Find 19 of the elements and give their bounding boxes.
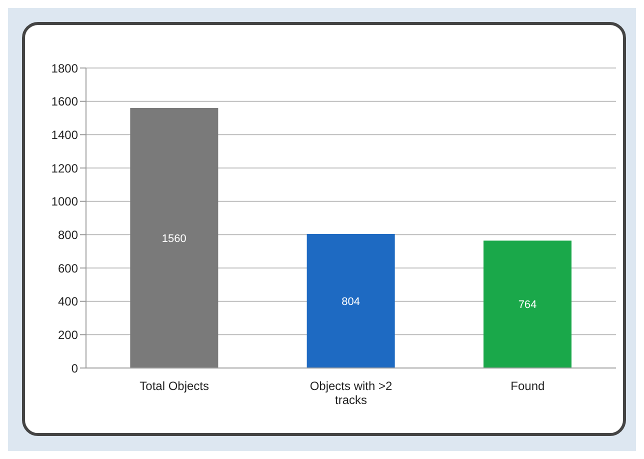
data-label: 764 (518, 299, 537, 312)
bar (306, 234, 395, 368)
y-tick-label: 200 (58, 328, 78, 342)
y-tick-label: 400 (58, 294, 78, 309)
y-tick-label: 0 (71, 361, 78, 376)
x-tick-label: Found (510, 379, 545, 393)
y-tick-label: 1200 (51, 161, 78, 176)
y-tick-label: 1800 (51, 61, 78, 76)
y-tick-label: 1600 (51, 94, 78, 109)
y-tick-label: 1400 (51, 128, 78, 142)
bar (484, 240, 572, 368)
x-tick-label: Objects with >2 tracks (310, 379, 393, 407)
y-tick-label: 600 (58, 261, 78, 276)
bar (130, 108, 218, 368)
data-label: 1560 (162, 232, 186, 245)
x-tick-label: Total Objects (140, 379, 210, 393)
data-label: 804 (342, 296, 360, 308)
y-tick-label: 1000 (51, 194, 78, 209)
y-tick-label: 800 (58, 228, 78, 242)
